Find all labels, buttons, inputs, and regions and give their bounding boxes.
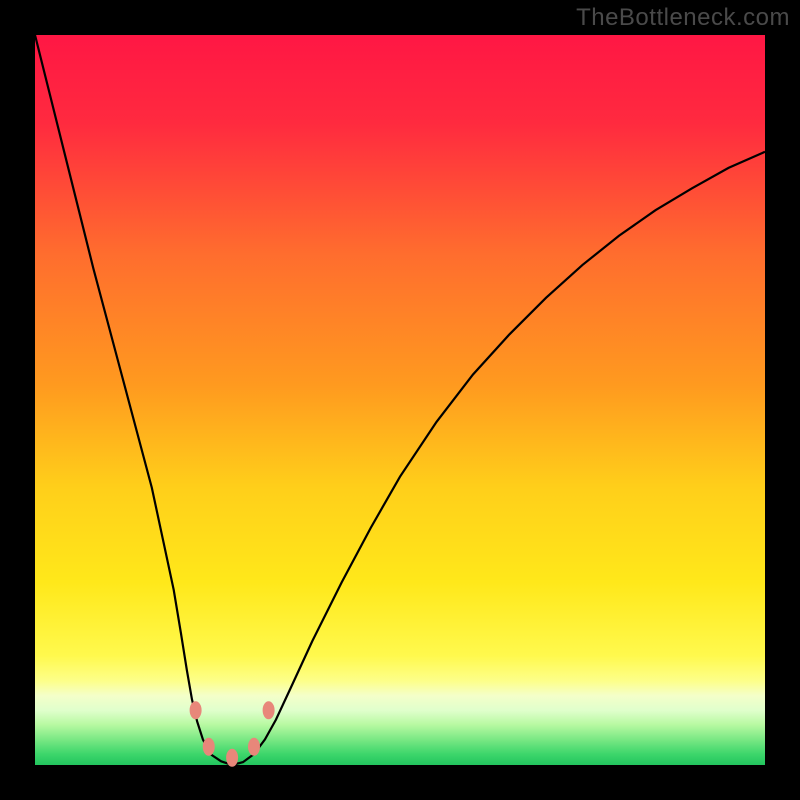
- plot-background: [35, 35, 765, 765]
- bottleneck-chart: [0, 0, 800, 800]
- curve-marker: [248, 738, 260, 756]
- curve-marker: [190, 701, 202, 719]
- watermark-text: TheBottleneck.com: [576, 4, 790, 32]
- curve-marker: [263, 701, 275, 719]
- curve-marker: [226, 749, 238, 767]
- chart-container: TheBottleneck.com: [0, 0, 800, 800]
- curve-marker: [203, 738, 215, 756]
